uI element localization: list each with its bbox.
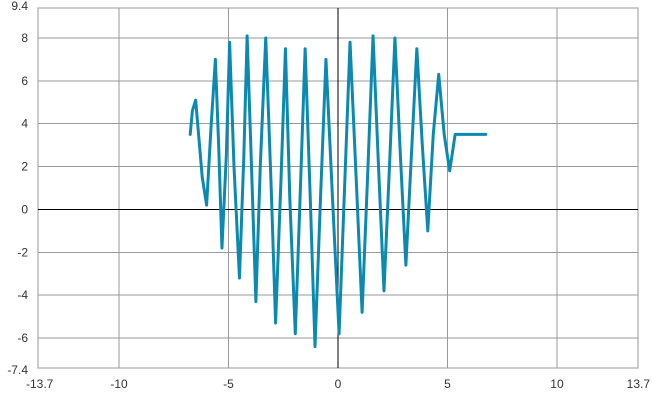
x-tick-label: 10 [550, 377, 564, 391]
x-tick-label: -13.7 [26, 377, 54, 391]
y-tick-label: -6 [17, 331, 28, 345]
y-tick-label: -7.4 [7, 363, 28, 377]
x-tick-label: 0 [335, 377, 342, 391]
x-tick-label: 13.7 [627, 377, 651, 391]
y-tick-label: 2 [21, 160, 28, 174]
series-layer [188, 34, 488, 349]
tick-labels: -13.7 -10 -5 0 5 10 13.7 9.4 8 6 4 2 0 -2 -4 -6 -7.4 [7, 0, 650, 391]
y-tick-label: 8 [21, 31, 28, 45]
x-tick-label: -5 [223, 377, 234, 391]
x-tick-label: -10 [110, 377, 128, 391]
y-tick-label: 9.4 [11, 0, 28, 13]
y-tick-label: -2 [17, 245, 28, 259]
y-tick-label: 0 [21, 202, 28, 216]
series-line-0 [188, 34, 488, 349]
y-tick-label: -4 [17, 288, 28, 302]
x-tick-label: 5 [444, 377, 451, 391]
y-tick-label: 4 [21, 117, 28, 131]
y-tick-label: 6 [21, 74, 28, 88]
